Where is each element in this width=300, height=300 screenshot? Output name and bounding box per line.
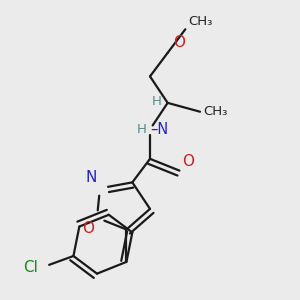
Text: O: O — [82, 221, 94, 236]
Text: –N: –N — [150, 122, 168, 137]
Text: O: O — [174, 35, 186, 50]
Text: CH₃: CH₃ — [203, 105, 227, 118]
Text: O: O — [182, 154, 194, 169]
Text: H: H — [137, 123, 147, 136]
Text: H: H — [152, 95, 162, 108]
Text: Cl: Cl — [23, 260, 38, 275]
Text: CH₃: CH₃ — [188, 15, 213, 28]
Text: N: N — [85, 170, 97, 185]
